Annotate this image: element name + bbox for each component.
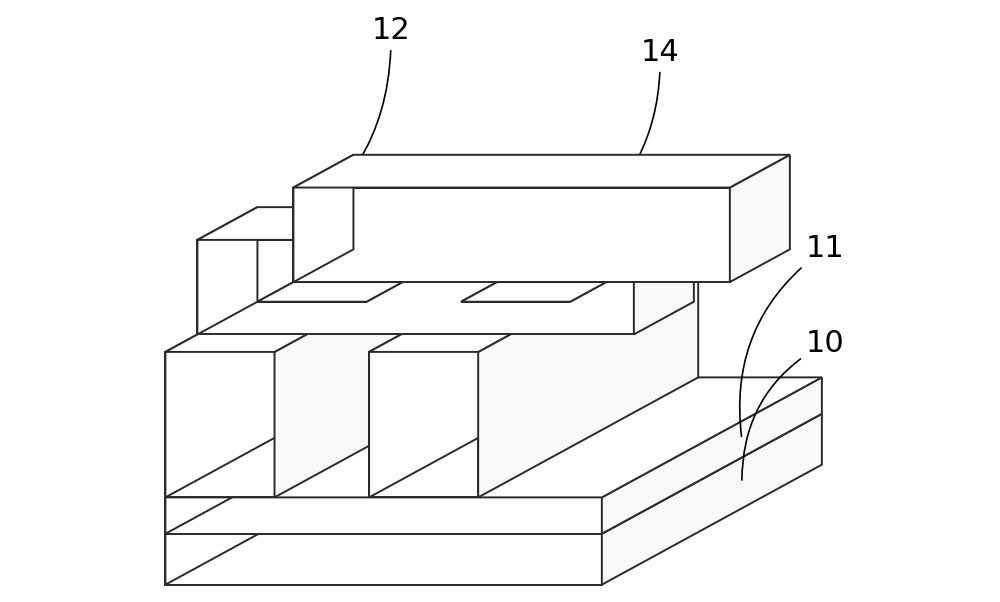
Polygon shape [197,207,694,240]
Polygon shape [570,282,606,302]
Text: 11: 11 [740,234,844,436]
Polygon shape [478,232,698,497]
Polygon shape [293,188,730,282]
Polygon shape [197,240,634,335]
Polygon shape [461,282,497,302]
Polygon shape [257,282,293,302]
Polygon shape [165,414,385,585]
Polygon shape [602,414,822,585]
Polygon shape [367,282,403,302]
Polygon shape [369,352,478,497]
Polygon shape [369,232,589,497]
Text: 14: 14 [579,38,679,229]
Polygon shape [634,207,694,335]
Polygon shape [293,155,353,282]
Polygon shape [197,207,257,335]
Polygon shape [293,155,790,188]
Text: 10: 10 [742,329,844,480]
Polygon shape [165,534,602,585]
Polygon shape [165,377,822,497]
Polygon shape [165,497,602,534]
Text: 12: 12 [272,16,410,243]
Polygon shape [275,232,495,497]
Polygon shape [730,155,790,282]
Polygon shape [165,377,385,534]
Polygon shape [461,282,606,302]
Polygon shape [165,232,385,497]
Polygon shape [602,377,822,534]
Polygon shape [369,232,698,352]
Polygon shape [257,282,403,302]
Polygon shape [165,414,822,534]
Polygon shape [165,232,495,352]
Polygon shape [165,352,275,497]
